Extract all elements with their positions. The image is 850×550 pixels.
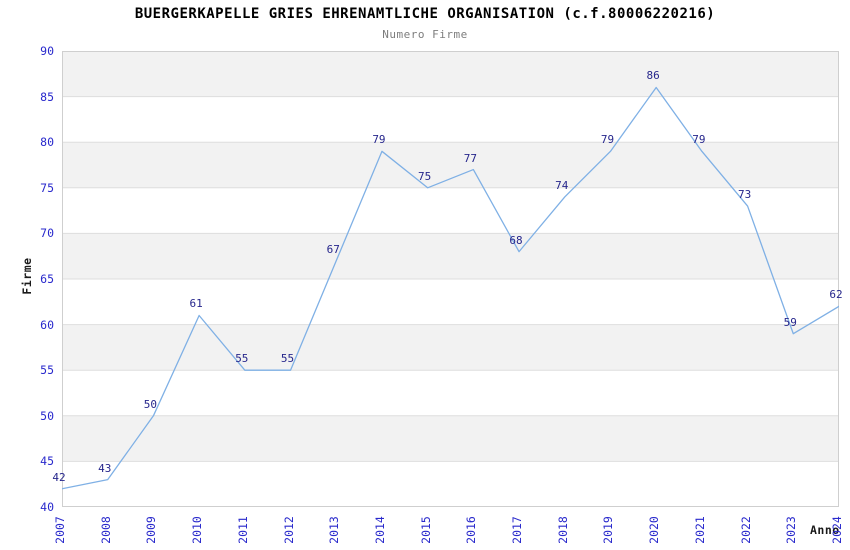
chart-title: BUERGERKAPELLE GRIES EHRENAMTLICHE ORGAN… [134, 6, 716, 22]
data-point-label: 55 [235, 352, 249, 366]
x-tick-label: 2017 [510, 516, 525, 544]
x-tick-label: 2024 [830, 516, 844, 544]
y-tick-label: 45 [40, 454, 54, 469]
x-tick-label: 2010 [190, 516, 205, 544]
data-point-label: 55 [280, 352, 295, 366]
x-tick-label: 2015 [418, 516, 433, 544]
data-point-label: 79 [372, 133, 386, 147]
x-tick-label: 2009 [144, 516, 159, 544]
x-tick-label: 2011 [235, 516, 250, 544]
data-point-label: 42 [52, 470, 66, 484]
plot-band [62, 415, 839, 462]
y-tick-label: 50 [40, 408, 54, 423]
plot-band [62, 187, 839, 234]
x-tick-label: 2014 [372, 516, 387, 544]
data-point-label: 43 [98, 461, 112, 475]
x-tick-label: 2019 [601, 516, 616, 544]
x-tick-label: 2018 [555, 516, 570, 544]
data-point-label: 59 [783, 315, 797, 329]
x-tick-label: 2016 [464, 516, 479, 544]
y-tick-label: 70 [40, 226, 54, 241]
data-point-label: 68 [509, 233, 523, 247]
data-point-label: 75 [418, 169, 432, 183]
data-point-label: 67 [326, 242, 340, 256]
plot-band [62, 324, 839, 371]
x-tick-label: 2013 [327, 516, 342, 544]
x-tick-label: 2007 [53, 516, 67, 544]
x-tick-label: 2008 [98, 516, 113, 544]
chart-subtitle: Numero Firme [382, 28, 468, 41]
x-tick-label: 2012 [281, 516, 296, 544]
plot-band [62, 51, 839, 97]
plot-border [62, 51, 839, 507]
plot-band [62, 370, 839, 416]
y-tick-label: 60 [40, 317, 54, 332]
plot-band [62, 96, 839, 143]
data-point-label: 79 [692, 133, 706, 147]
data-point-label: 74 [555, 178, 569, 192]
x-tick-label: 2023 [784, 516, 799, 544]
plot-band [62, 461, 839, 507]
plot-band [62, 279, 839, 325]
y-tick-label: 90 [40, 44, 54, 58]
data-point-label: 50 [143, 397, 158, 411]
y-tick-label: 40 [40, 500, 54, 514]
y-tick-label: 85 [40, 89, 54, 104]
data-point-label: 86 [646, 69, 660, 83]
plot-band [62, 233, 839, 279]
data-point-label: 62 [829, 288, 843, 302]
y-tick-label: 75 [40, 180, 54, 195]
y-tick-label: 65 [40, 272, 54, 286]
data-point-label: 73 [737, 188, 752, 202]
plot-area [62, 51, 839, 507]
data-line [62, 86, 839, 490]
x-tick-label: 2022 [738, 516, 753, 544]
y-tick-label: 80 [40, 135, 54, 150]
data-point-label: 61 [189, 297, 203, 311]
y-tick-label: 55 [40, 363, 54, 378]
plot-band [62, 142, 839, 188]
x-tick-label: 2021 [692, 516, 707, 544]
line-chart-svg [62, 51, 839, 507]
x-tick-label: 2020 [647, 516, 662, 544]
data-point-label: 79 [600, 133, 615, 147]
x-axis-label: Anno [810, 523, 840, 537]
data-point-label: 77 [463, 151, 477, 165]
